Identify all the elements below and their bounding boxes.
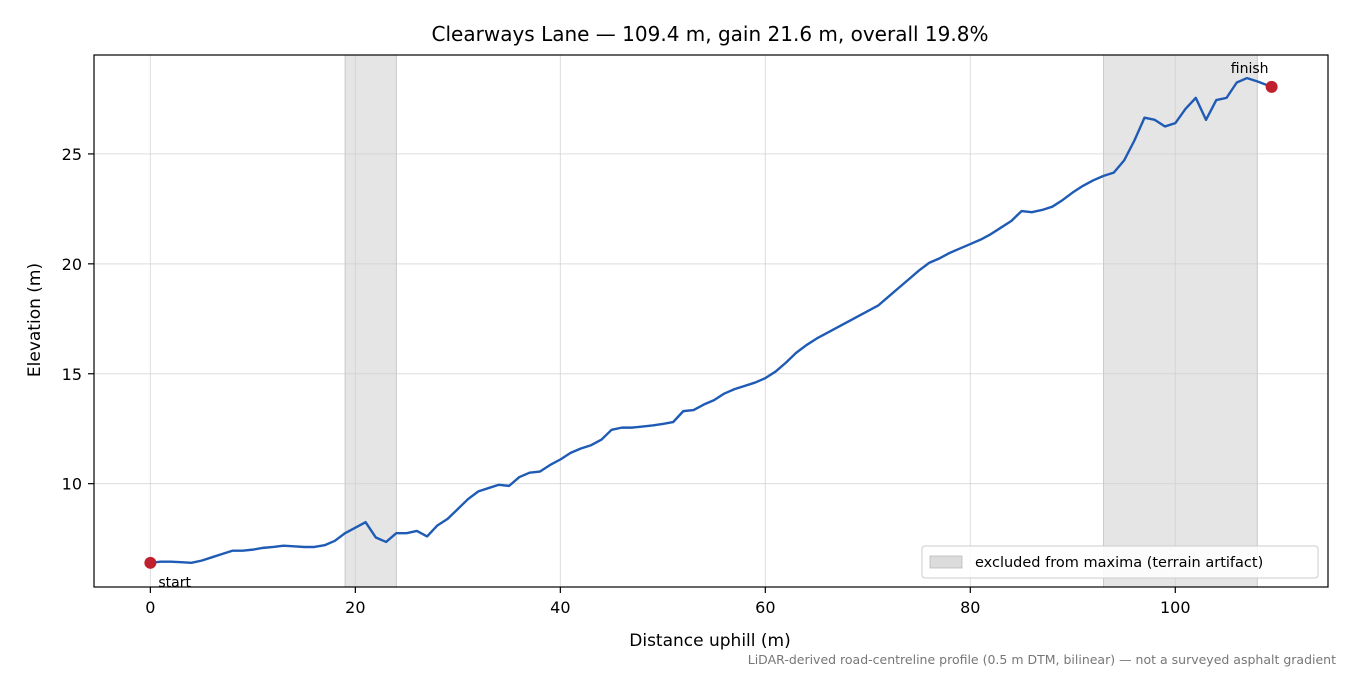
x-tick-label-100: 100: [1160, 598, 1191, 617]
legend-box: [921, 545, 1319, 579]
excluded-band-1: [344, 54, 397, 588]
finish-label: finish: [1231, 61, 1269, 77]
start-marker: [144, 556, 157, 569]
x-tick-label-20: 20: [345, 598, 365, 617]
chart-title: Clearways Lane — 109.4 m, gain 21.6 m, o…: [432, 22, 989, 46]
y-axis-label: Elevation (m): [25, 263, 45, 377]
excluded-band-2: [1103, 54, 1258, 588]
x-tick-label-80: 80: [960, 598, 980, 617]
plot-area: start finish: [93, 54, 1329, 591]
start-label: start: [158, 575, 191, 591]
y-axis-ticks: 10 15 20 25: [62, 145, 94, 494]
x-tick-label-40: 40: [550, 598, 570, 617]
x-tick-label-60: 60: [755, 598, 775, 617]
y-tick-label-20: 20: [62, 255, 82, 274]
plot-frame: [93, 54, 1329, 588]
x-axis-ticks: 0 20 40 60 80 100: [145, 587, 1191, 617]
legend-swatch: [929, 555, 963, 569]
y-tick-label-15: 15: [62, 365, 82, 384]
legend-label: excluded from maxima (terrain artifact): [975, 555, 1263, 571]
gridlines: [94, 55, 1328, 587]
x-tick-label-0: 0: [145, 598, 155, 617]
finish-marker: [1265, 80, 1278, 93]
y-tick-label-25: 25: [62, 145, 82, 164]
y-tick-label-10: 10: [62, 475, 82, 494]
footnote: LiDAR-derived road-centreline profile (0…: [748, 652, 1336, 667]
elevation-profile-line: [150, 76, 1273, 565]
legend: excluded from maxima (terrain artifact): [921, 545, 1319, 579]
x-axis-label: Distance uphill (m): [629, 631, 790, 651]
